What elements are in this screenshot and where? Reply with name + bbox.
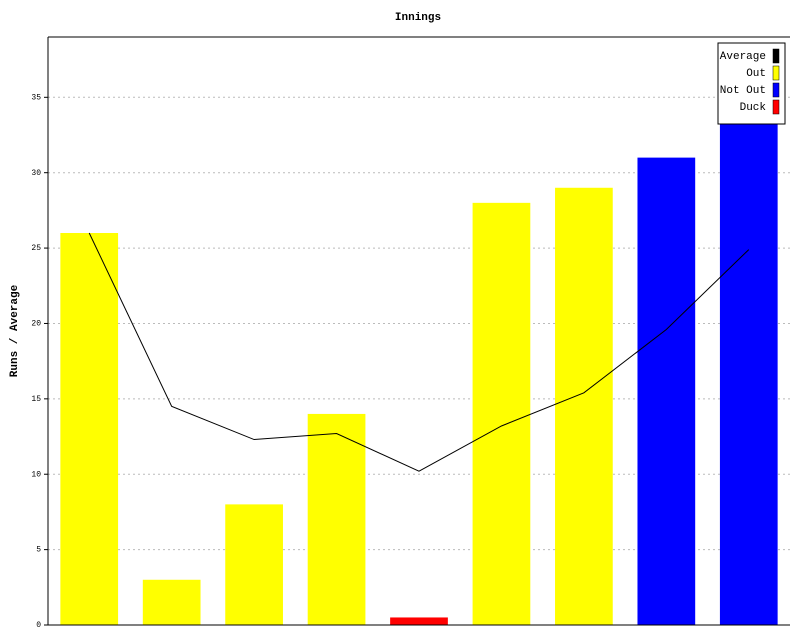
bar xyxy=(637,157,696,625)
grid: 0 5 10 15 20 25 30 35 xyxy=(31,93,790,630)
chart-title: Innings xyxy=(395,12,441,24)
legend-label: Average xyxy=(720,51,766,63)
legend-swatch xyxy=(772,65,780,81)
legend-swatch xyxy=(772,48,780,64)
y-tick-label: 35 xyxy=(31,93,41,102)
y-tick-label: 15 xyxy=(31,395,41,404)
y-tick-label: 5 xyxy=(36,546,41,555)
bar xyxy=(307,413,366,625)
marks xyxy=(60,82,778,625)
y-tick-label: 30 xyxy=(31,169,41,178)
y-tick-label: 25 xyxy=(31,244,41,253)
bar xyxy=(555,187,613,625)
legend-label: Out xyxy=(746,68,766,80)
bar xyxy=(60,233,119,625)
legend-swatch xyxy=(772,82,780,98)
legend: Average Out Not Out Duck xyxy=(717,42,786,125)
bar xyxy=(719,82,778,625)
y-axis-label: Runs / Average xyxy=(9,284,21,377)
legend-label: Not Out xyxy=(720,85,766,97)
legend-swatch xyxy=(772,99,780,115)
y-tick-label: 10 xyxy=(31,470,41,479)
average-line xyxy=(88,232,750,472)
legend-label: Duck xyxy=(740,102,767,114)
bar xyxy=(225,504,283,625)
y-tick-label: 0 xyxy=(36,621,41,630)
y-tick-label: 20 xyxy=(31,320,41,329)
bar xyxy=(390,617,448,625)
bar xyxy=(142,579,201,625)
bar xyxy=(472,202,531,625)
